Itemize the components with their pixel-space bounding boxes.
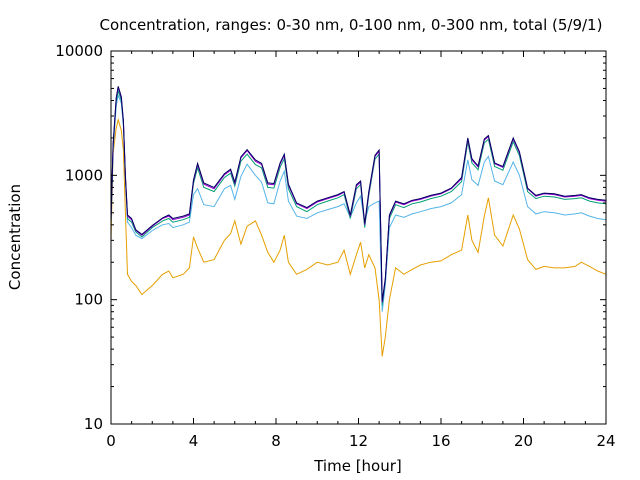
y-axis-label: Concentration <box>6 184 24 290</box>
x-tick-label: 0 <box>106 432 116 450</box>
y-tick-label: 10000 <box>55 42 103 60</box>
x-tick-label: 8 <box>271 432 281 450</box>
plot-frame <box>110 50 607 425</box>
chart-title: Concentration, ranges: 0-30 nm, 0-100 nm… <box>100 16 603 34</box>
y-tick-label: 100 <box>74 291 103 309</box>
series-line-1 <box>110 117 607 357</box>
y-tick-label: 1000 <box>65 166 103 184</box>
x-axis-label: Time [hour] <box>313 457 402 475</box>
series-line-4 <box>110 87 607 303</box>
ticks-layer: 0 4 8 12 16 20 24 10 100 1000 10000 <box>55 42 615 450</box>
x-tick-label: 16 <box>431 432 450 450</box>
x-tick-label: 24 <box>596 432 615 450</box>
x-tick-label: 12 <box>349 432 368 450</box>
series-line-3 <box>110 90 607 306</box>
series-layer <box>110 86 607 357</box>
x-tick-label: 20 <box>514 432 533 450</box>
series-line-2 <box>110 93 607 312</box>
series-line-5 <box>110 86 607 302</box>
y-tick-label: 10 <box>84 415 103 433</box>
x-tick-label: 4 <box>189 432 199 450</box>
